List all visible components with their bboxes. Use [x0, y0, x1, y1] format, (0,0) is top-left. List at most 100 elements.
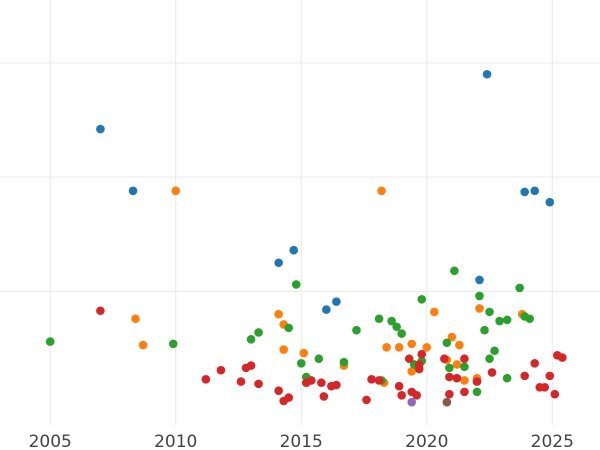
- data-point: [460, 376, 469, 385]
- data-point: [314, 354, 324, 364]
- data-point: [502, 373, 512, 383]
- data-point: [397, 390, 406, 400]
- x-tick-label: 2005: [29, 432, 72, 450]
- data-point: [515, 283, 524, 293]
- data-point: [404, 354, 414, 364]
- data-point: [322, 305, 331, 314]
- data-point: [201, 375, 211, 384]
- data-point: [352, 325, 361, 335]
- data-point: [412, 390, 422, 400]
- data-point: [520, 371, 529, 381]
- data-point: [525, 314, 535, 324]
- data-point: [445, 372, 454, 382]
- data-point: [487, 368, 497, 377]
- data-point: [485, 307, 494, 317]
- data-point: [480, 325, 489, 335]
- data-point: [392, 322, 401, 332]
- data-point: [317, 378, 326, 388]
- data-point: [274, 386, 283, 396]
- data-point: [475, 275, 484, 285]
- data-point: [374, 376, 384, 385]
- x-tick-label: 2015: [280, 432, 323, 450]
- data-point: [254, 328, 263, 337]
- data-point: [558, 353, 567, 362]
- data-point: [397, 329, 406, 338]
- data-point: [377, 186, 386, 196]
- data-point: [455, 340, 464, 350]
- data-point: [407, 339, 417, 349]
- data-point: [382, 343, 391, 352]
- data-point: [442, 397, 452, 407]
- data-point: [490, 346, 499, 356]
- data-point: [284, 323, 294, 333]
- data-point: [138, 340, 148, 350]
- data-point: [128, 186, 138, 196]
- data-point: [394, 381, 404, 391]
- data-point: [545, 371, 555, 381]
- data-point: [45, 337, 55, 346]
- data-point: [367, 375, 376, 384]
- data-point: [296, 359, 306, 368]
- data-point: [440, 354, 449, 364]
- data-point: [545, 197, 555, 207]
- data-point: [495, 316, 504, 326]
- data-point: [289, 245, 299, 255]
- data-point: [279, 345, 288, 354]
- data-point: [447, 332, 457, 342]
- data-point: [168, 339, 178, 349]
- data-point: [460, 362, 469, 372]
- data-point: [417, 295, 427, 304]
- data-point: [319, 392, 329, 401]
- data-point: [422, 343, 432, 352]
- data-point: [299, 348, 309, 358]
- data-point: [445, 363, 454, 373]
- grid: [0, 0, 600, 425]
- data-point: [246, 335, 256, 344]
- data-point: [472, 387, 482, 397]
- data-point: [131, 314, 140, 324]
- data-point: [475, 304, 484, 313]
- data-point: [236, 377, 246, 386]
- data-point: [482, 69, 492, 79]
- data-point: [452, 373, 462, 383]
- data-point: [274, 258, 283, 268]
- data-point: [387, 316, 396, 326]
- x-axis-ticks: 2005 2010 2015 2020 2025: [29, 432, 574, 450]
- data-point: [460, 387, 469, 397]
- data-points: [45, 69, 567, 407]
- data-point: [274, 309, 283, 319]
- data-point: [475, 291, 484, 301]
- data-point: [407, 397, 417, 407]
- data-point: [520, 187, 529, 197]
- data-point: [414, 360, 424, 369]
- data-point: [450, 266, 459, 276]
- x-tick-label: 2010: [154, 432, 197, 450]
- data-point: [332, 380, 341, 390]
- data-point: [246, 361, 256, 370]
- data-point: [445, 389, 454, 399]
- data-point: [550, 389, 560, 399]
- data-point: [472, 377, 482, 386]
- x-tick-label: 2025: [531, 432, 574, 450]
- data-point: [442, 338, 452, 348]
- data-point: [540, 382, 550, 392]
- data-point: [96, 124, 105, 134]
- data-point: [291, 280, 301, 289]
- data-point: [306, 376, 316, 385]
- data-point: [430, 307, 439, 317]
- x-tick-label: 2020: [405, 432, 448, 450]
- data-point: [394, 343, 404, 352]
- data-point: [485, 354, 494, 364]
- data-point: [452, 360, 462, 369]
- data-point: [374, 314, 384, 324]
- data-point: [362, 395, 371, 405]
- data-point: [284, 393, 294, 402]
- data-point: [502, 315, 512, 325]
- data-point: [254, 379, 263, 389]
- data-point: [339, 357, 349, 367]
- data-point: [417, 349, 427, 359]
- data-point: [460, 354, 469, 364]
- data-point: [530, 186, 540, 196]
- data-point: [216, 365, 226, 375]
